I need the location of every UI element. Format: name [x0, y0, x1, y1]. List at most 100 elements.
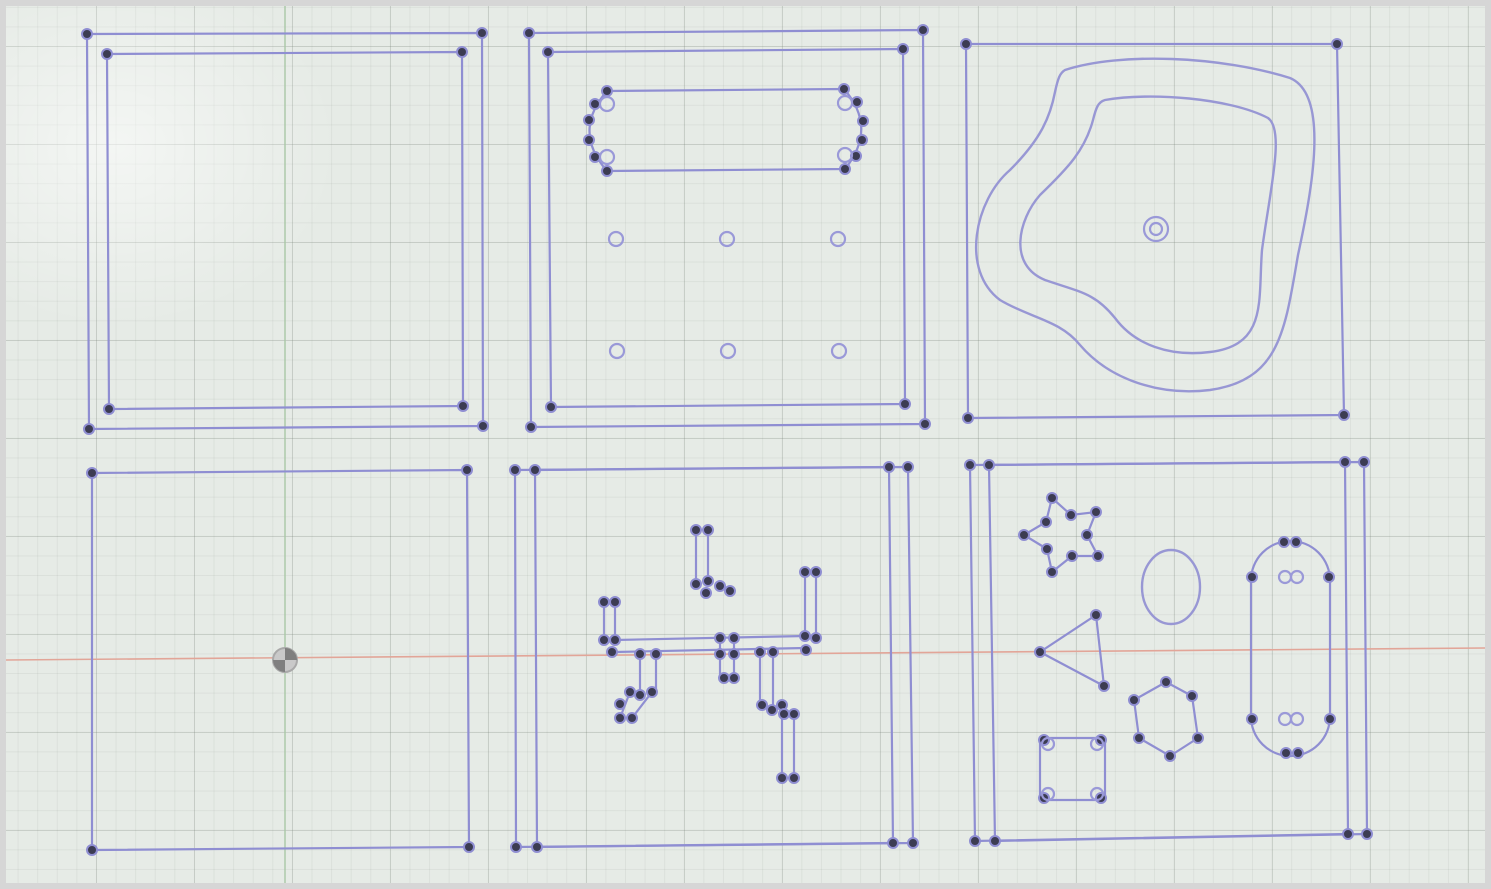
endpoint[interactable] [962, 412, 974, 424]
endpoint[interactable] [525, 421, 537, 433]
endpoint[interactable] [81, 28, 93, 40]
endpoint[interactable] [838, 83, 850, 95]
endpoint[interactable] [650, 648, 662, 660]
endpoint[interactable] [810, 566, 822, 578]
hole[interactable] [607, 230, 625, 248]
endpoint[interactable] [883, 461, 895, 473]
endpoint[interactable] [1160, 676, 1172, 688]
endpoint[interactable] [1034, 646, 1046, 658]
endpoint[interactable] [700, 587, 712, 599]
endpoint[interactable] [589, 98, 601, 110]
endpoint[interactable] [778, 708, 790, 720]
hole[interactable] [598, 148, 616, 166]
endpoint[interactable] [83, 423, 95, 435]
endpoint[interactable] [989, 835, 1001, 847]
endpoint[interactable] [1098, 680, 1110, 692]
inner-contour[interactable] [1019, 95, 1277, 355]
hole[interactable] [1040, 786, 1056, 802]
endpoint[interactable] [476, 27, 488, 39]
endpoint[interactable] [810, 632, 822, 644]
endpoint[interactable] [510, 841, 522, 853]
endpoint[interactable] [1081, 529, 1093, 541]
endpoint[interactable] [531, 841, 543, 853]
endpoint[interactable] [614, 712, 626, 724]
endpoint[interactable] [457, 400, 469, 412]
panel-top-right[interactable] [960, 38, 1350, 424]
hole[interactable] [718, 230, 736, 248]
panel-top-middle[interactable] [523, 24, 931, 433]
hole[interactable] [829, 230, 847, 248]
hole[interactable] [1089, 786, 1105, 802]
endpoint[interactable] [1066, 550, 1078, 562]
endpoint[interactable] [767, 646, 779, 658]
endpoint[interactable] [598, 596, 610, 608]
hole[interactable] [608, 342, 626, 360]
endpoint[interactable] [899, 398, 911, 410]
endpoint[interactable] [960, 38, 972, 50]
panel-top-left[interactable] [81, 27, 489, 435]
endpoint[interactable] [766, 704, 778, 716]
slot-outline[interactable] [588, 87, 863, 173]
endpoint[interactable] [614, 698, 626, 710]
endpoint[interactable] [529, 464, 541, 476]
endpoint[interactable] [86, 844, 98, 856]
endpoint[interactable] [624, 686, 636, 698]
endpoint[interactable] [601, 165, 613, 177]
center-hole-inner[interactable] [1148, 221, 1164, 237]
triangle-shape[interactable] [1034, 609, 1110, 692]
endpoint[interactable] [887, 837, 899, 849]
endpoint[interactable] [851, 96, 863, 108]
endpoint[interactable] [690, 578, 702, 590]
endpoint[interactable] [788, 772, 800, 784]
endpoint[interactable] [857, 115, 869, 127]
octagon-shape[interactable] [1128, 676, 1204, 762]
endpoint[interactable] [902, 461, 914, 473]
endpoint[interactable] [606, 646, 618, 658]
endpoint[interactable] [1065, 509, 1077, 521]
hole[interactable] [1289, 569, 1305, 585]
endpoint[interactable] [583, 134, 595, 146]
endpoint[interactable] [1292, 747, 1304, 759]
outer-rectangle[interactable] [513, 465, 895, 849]
endpoints[interactable] [964, 456, 1373, 847]
endpoint[interactable] [714, 648, 726, 660]
panel-bottom-left[interactable] [86, 464, 475, 856]
endpoint[interactable] [1186, 690, 1198, 702]
hole[interactable] [1277, 711, 1293, 727]
endpoints[interactable] [523, 24, 931, 433]
square-outline[interactable] [1038, 736, 1107, 802]
endpoint[interactable] [609, 596, 621, 608]
endpoint[interactable] [969, 835, 981, 847]
endpoint[interactable] [728, 672, 740, 684]
hole[interactable] [1289, 711, 1305, 727]
origin-icon[interactable] [272, 647, 298, 673]
endpoint[interactable] [1278, 536, 1290, 548]
endpoint[interactable] [523, 27, 535, 39]
endpoint[interactable] [1331, 38, 1343, 50]
endpoint[interactable] [1018, 529, 1030, 541]
endpoint[interactable] [702, 524, 714, 536]
endpoint[interactable] [634, 689, 646, 701]
sketch-drawing[interactable] [6, 6, 1485, 883]
hole[interactable] [1089, 736, 1105, 752]
hole[interactable] [836, 146, 854, 164]
hole[interactable] [598, 95, 616, 113]
endpoint[interactable] [756, 699, 768, 711]
endpoint[interactable] [1338, 409, 1350, 421]
endpoint[interactable] [702, 575, 714, 587]
endpoint[interactable] [1358, 456, 1370, 468]
endpoint[interactable] [917, 24, 929, 36]
holes[interactable] [598, 94, 854, 360]
endpoint[interactable] [1290, 536, 1302, 548]
endpoint[interactable] [1090, 609, 1102, 621]
endpoint[interactable] [1246, 713, 1258, 725]
endpoint[interactable] [1192, 732, 1204, 744]
sketch-canvas[interactable] [6, 6, 1485, 883]
endpoint[interactable] [964, 459, 976, 471]
endpoint[interactable] [1090, 506, 1102, 518]
endpoint[interactable] [477, 420, 489, 432]
stroke[interactable] [614, 634, 806, 642]
endpoint[interactable] [839, 163, 851, 175]
ellipse-shape[interactable] [1140, 548, 1202, 626]
endpoint[interactable] [101, 48, 113, 60]
